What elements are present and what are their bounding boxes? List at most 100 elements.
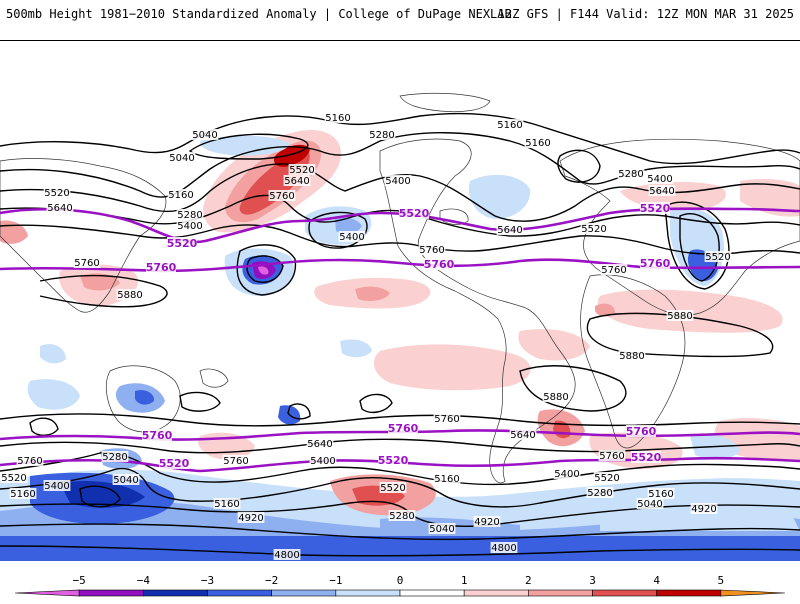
highlight-contour-label: 5760 xyxy=(146,261,177,274)
contour-label: 5400 xyxy=(177,221,202,232)
contour-label: 5520 xyxy=(1,473,26,484)
colorbar-swatch xyxy=(463,589,529,597)
contour-label: 5160 xyxy=(214,499,239,510)
contour-label: 5880 xyxy=(543,392,568,403)
contour-label: 5880 xyxy=(117,290,142,301)
contour-label: 5640 xyxy=(307,439,332,450)
anomaly-colorbar: −5 −4 −3 −2 −1 0 1 2 3 4 5 xyxy=(0,570,800,600)
colorbar-tick-label: 1 xyxy=(461,574,468,587)
colorbar-tick-labels: −5 −4 −3 −2 −1 0 1 2 3 4 5 xyxy=(73,574,725,587)
colorbar-swatch xyxy=(78,589,144,597)
contour-label: 5040 xyxy=(192,130,217,141)
contour-label: 5160 xyxy=(325,113,350,124)
map-header: 500mb Height 1981−2010 Standardized Anom… xyxy=(0,0,800,36)
highlight-contour-label: 5520 xyxy=(399,207,430,220)
colorbar-tick-label: −1 xyxy=(329,574,342,587)
contour-label: 5400 xyxy=(339,232,364,243)
contour-label: 5640 xyxy=(510,430,535,441)
contour-label: 5640 xyxy=(284,176,309,187)
contour-label: 5760 xyxy=(74,258,99,269)
contour-label: 5760 xyxy=(599,451,624,462)
contour-label: 5400 xyxy=(647,174,672,185)
colorbar-tick-label: −4 xyxy=(137,574,151,587)
contour-label: 5280 xyxy=(389,511,414,522)
contour-label: 5040 xyxy=(169,153,194,164)
colorbar-tick-label: 4 xyxy=(653,574,660,587)
colorbar-swatch xyxy=(592,589,657,597)
contour-label: 5160 xyxy=(648,489,673,500)
highlight-contour-label: 5760 xyxy=(388,422,419,435)
contour-label: 5760 xyxy=(601,265,626,276)
contour-label: 4800 xyxy=(491,543,516,554)
contour-label: 5280 xyxy=(369,130,394,141)
contour-label: 4920 xyxy=(691,504,716,515)
map-panel[interactable]: 5040 5040 5160 5160 5160 5280 5520 5640 5160 5280… xyxy=(0,40,800,561)
contour-label: 5880 xyxy=(667,311,692,322)
contour-label: 5040 xyxy=(429,524,454,535)
highlight-contour-label: 5760 xyxy=(626,425,657,438)
contour-label: 5160 xyxy=(525,138,550,149)
contour-label: 5280 xyxy=(618,169,643,180)
contour-label: 5160 xyxy=(434,474,459,485)
colorbar-swatch xyxy=(720,589,786,597)
highlight-contour-label: 5520 xyxy=(167,237,198,250)
contour-label: 5880 xyxy=(619,351,644,362)
contour-label: 5760 xyxy=(419,245,444,256)
colorbar-swatch xyxy=(528,589,593,597)
contour-label: 5040 xyxy=(637,499,662,510)
model-run-info: 12Z GFS | F144 Valid: 12Z MON MAR 31 202… xyxy=(497,7,794,21)
highlight-contour-label: 5520 xyxy=(378,454,409,467)
colorbar-tick-label: −2 xyxy=(265,574,278,587)
colorbar-tick-label: −5 xyxy=(73,574,86,587)
highlight-contour-label: 5520 xyxy=(159,457,190,470)
colorbar-tick-label: 5 xyxy=(718,574,725,587)
contour-label: 5400 xyxy=(310,456,335,467)
colorbar-swatch xyxy=(143,589,208,597)
colorbar-tick-label: 2 xyxy=(525,574,532,587)
contour-label: 5520 xyxy=(44,188,69,199)
contour-label: 5640 xyxy=(47,203,72,214)
contour-label: 5400 xyxy=(554,469,579,480)
contour-label: 5520 xyxy=(705,252,730,263)
colorbar-swatch xyxy=(271,589,337,597)
colorbar-swatch xyxy=(14,589,80,597)
colorbar-tick-label: 3 xyxy=(589,574,596,587)
colorbar-swatch xyxy=(656,589,722,597)
colorbar-tick-label: −3 xyxy=(201,574,214,587)
contour-label: 5280 xyxy=(587,488,612,499)
anomaly-map[interactable]: 5040504051605160516052805520564051605280… xyxy=(0,41,800,561)
contour-label: 5280 xyxy=(102,452,127,463)
contour-label: 5040 xyxy=(113,475,138,486)
contour-label: 5160 xyxy=(497,120,522,131)
colorbar-tick-label: 0 xyxy=(397,574,404,587)
highlight-contour-labels: 5520 5520 5520 5760 5760 5760 5760 5760 5760 5520… xyxy=(142,202,671,470)
contour-label: 5760 xyxy=(223,456,248,467)
colorbar-graphic: −5 −4 −3 −2 −1 0 1 2 3 4 5 xyxy=(14,574,786,597)
contour-label: 4920 xyxy=(474,517,499,528)
contour-label: 5520 xyxy=(380,483,405,494)
colorbar-swatches xyxy=(14,589,786,597)
contour-label: 5640 xyxy=(497,225,522,236)
contour-label: 5160 xyxy=(10,489,35,500)
map-title: 500mb Height 1981−2010 Standardized Anom… xyxy=(6,7,512,21)
contour-label: 5280 xyxy=(177,210,202,221)
contour-label: 5760 xyxy=(434,414,459,425)
contour-label: 5400 xyxy=(385,176,410,187)
contour-label: 5400 xyxy=(44,481,69,492)
colorbar-swatch xyxy=(399,589,465,597)
highlight-contour-label: 5760 xyxy=(640,257,671,270)
height-contour-labels: 5040504051605160516052805520564051605280… xyxy=(0,112,732,561)
contour-label: 5520 xyxy=(594,473,619,484)
contour-label: 4920 xyxy=(238,513,263,524)
colorbar-swatch xyxy=(335,589,401,597)
highlight-contour-label: 5520 xyxy=(631,451,662,464)
contour-label: 5520 xyxy=(289,165,314,176)
highlight-contour-label: 5760 xyxy=(424,258,455,271)
highlight-contour-label: 5520 xyxy=(640,202,671,215)
contour-label: 5520 xyxy=(581,224,606,235)
contour-label: 4800 xyxy=(274,550,299,561)
colorbar-swatch xyxy=(207,589,272,597)
contour-label: 5760 xyxy=(17,456,42,467)
contour-label: 5760 xyxy=(269,191,294,202)
highlight-contour-label: 5760 xyxy=(142,429,173,442)
